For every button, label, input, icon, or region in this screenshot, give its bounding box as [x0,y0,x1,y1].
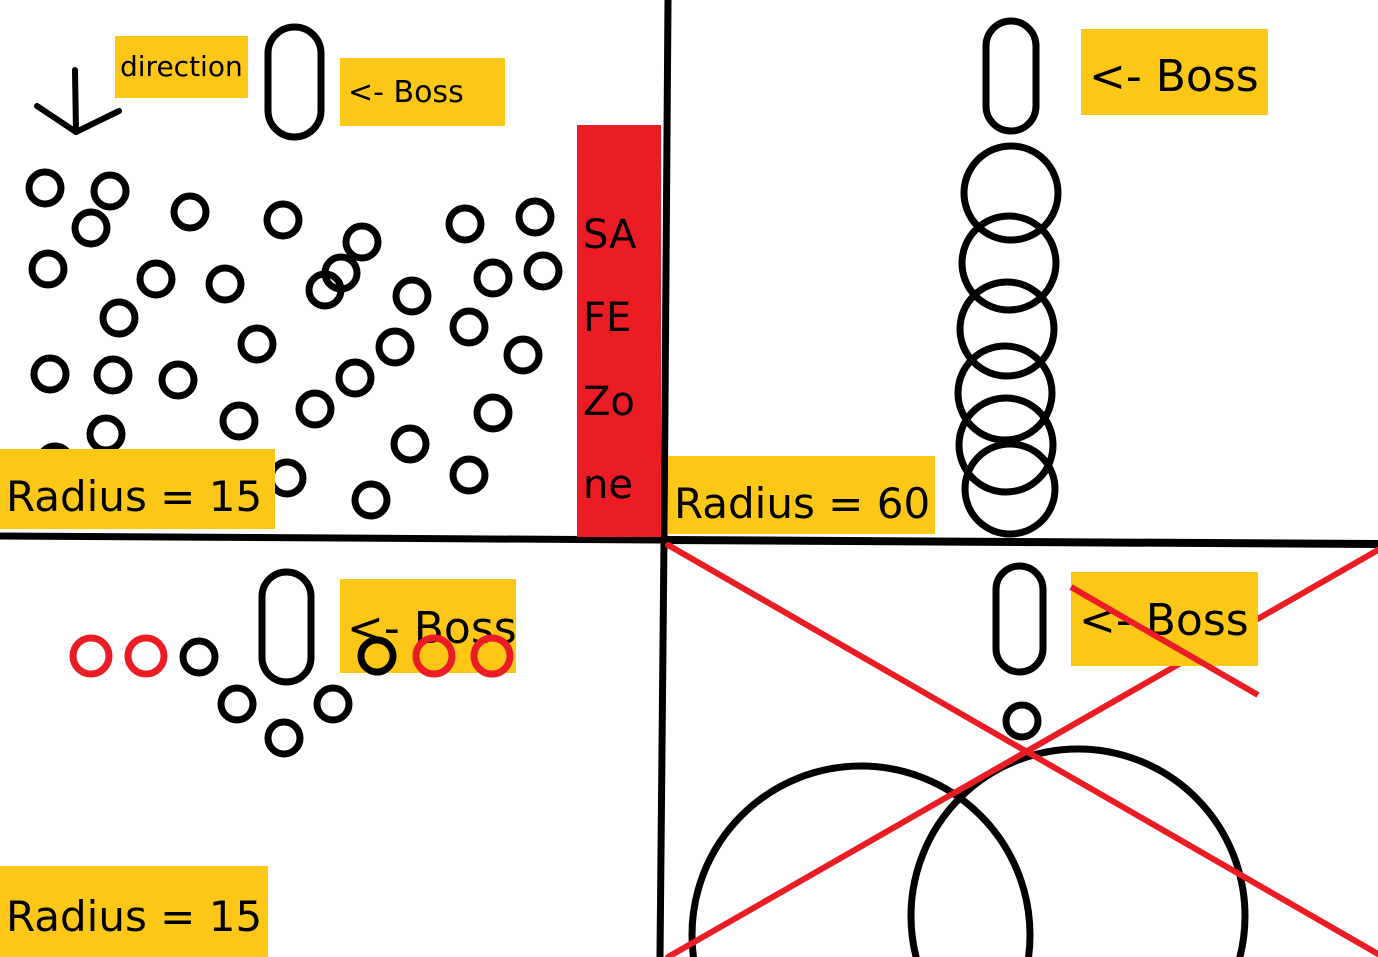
projectile [503,335,543,375]
boss-capsule [982,17,1040,135]
projectile-highlighted [124,634,168,678]
projectile-large [960,142,1062,244]
projectile-highlighted [69,634,113,678]
projectile-small [1002,701,1042,741]
projectile-huge [907,745,1249,957]
radius-label: Radius = 60 [668,456,935,534]
boss-label: <- Boss [340,58,505,126]
radius-label: Radius = 15 [0,449,275,529]
projectile [205,264,245,304]
direction-arrow-icon [34,67,122,135]
boss-capsule [992,562,1047,676]
projectile [170,192,210,232]
safe-zone: SA FE Zo ne [577,125,661,537]
projectile [313,684,353,724]
projectile-large [958,212,1060,314]
projectile [473,393,513,433]
projectile [523,251,563,291]
projectile [99,298,139,338]
projectile [342,222,382,262]
projectile [392,276,432,316]
projectile-growing [688,701,1249,957]
projectile [449,307,489,347]
projectile [264,718,304,758]
radius-label: Radius = 15 [0,866,268,957]
divider-horizontal-left [0,532,665,544]
projectile [237,324,277,364]
projectile-stack-radius-60 [954,142,1062,538]
safe-zone-text-line-1: SA [583,212,637,258]
projectile [263,200,303,240]
projectile [351,480,391,520]
projectile [158,360,198,400]
cross-out-mark [665,542,1378,957]
divider-vertical-bottom [656,539,668,957]
projectile-large [956,278,1058,380]
safe-zone-text-line-4: ne [583,462,633,508]
boss-label: <- Boss [340,579,517,673]
projectile [86,414,126,454]
projectile [30,354,70,394]
safe-zone-text-line-2: FE [583,295,632,341]
projectile-large [954,342,1056,444]
projectile-large [961,440,1059,538]
boss-capsule [264,23,325,141]
projectile [445,204,485,244]
projectile [375,327,415,367]
projectile [515,197,555,237]
projectile-large [955,394,1057,496]
divider-vertical-top [660,0,672,541]
projectile [473,258,513,298]
projectile [93,355,133,395]
projectile-huge [688,762,1034,957]
direction-label: direction [115,36,248,98]
projectile [305,270,345,310]
boss-capsule [258,568,315,686]
projectile [295,389,335,429]
boss-label: <- Boss [1081,29,1268,115]
projectile [28,249,68,289]
projectile [179,637,219,677]
projectile [219,401,259,441]
projectile [390,424,430,464]
safe-zone-text-line-3: Zo [583,379,635,425]
projectile [335,358,375,398]
projectile [25,168,65,208]
projectile [217,684,257,724]
projectile [449,455,489,495]
projectile [90,171,130,211]
projectile-field-radius-15 [25,168,563,520]
projectile [267,458,307,498]
projectile [136,259,176,299]
divider-horizontal-right [663,536,1378,548]
projectile [71,208,111,248]
boss-label: <- Boss [1071,572,1258,666]
